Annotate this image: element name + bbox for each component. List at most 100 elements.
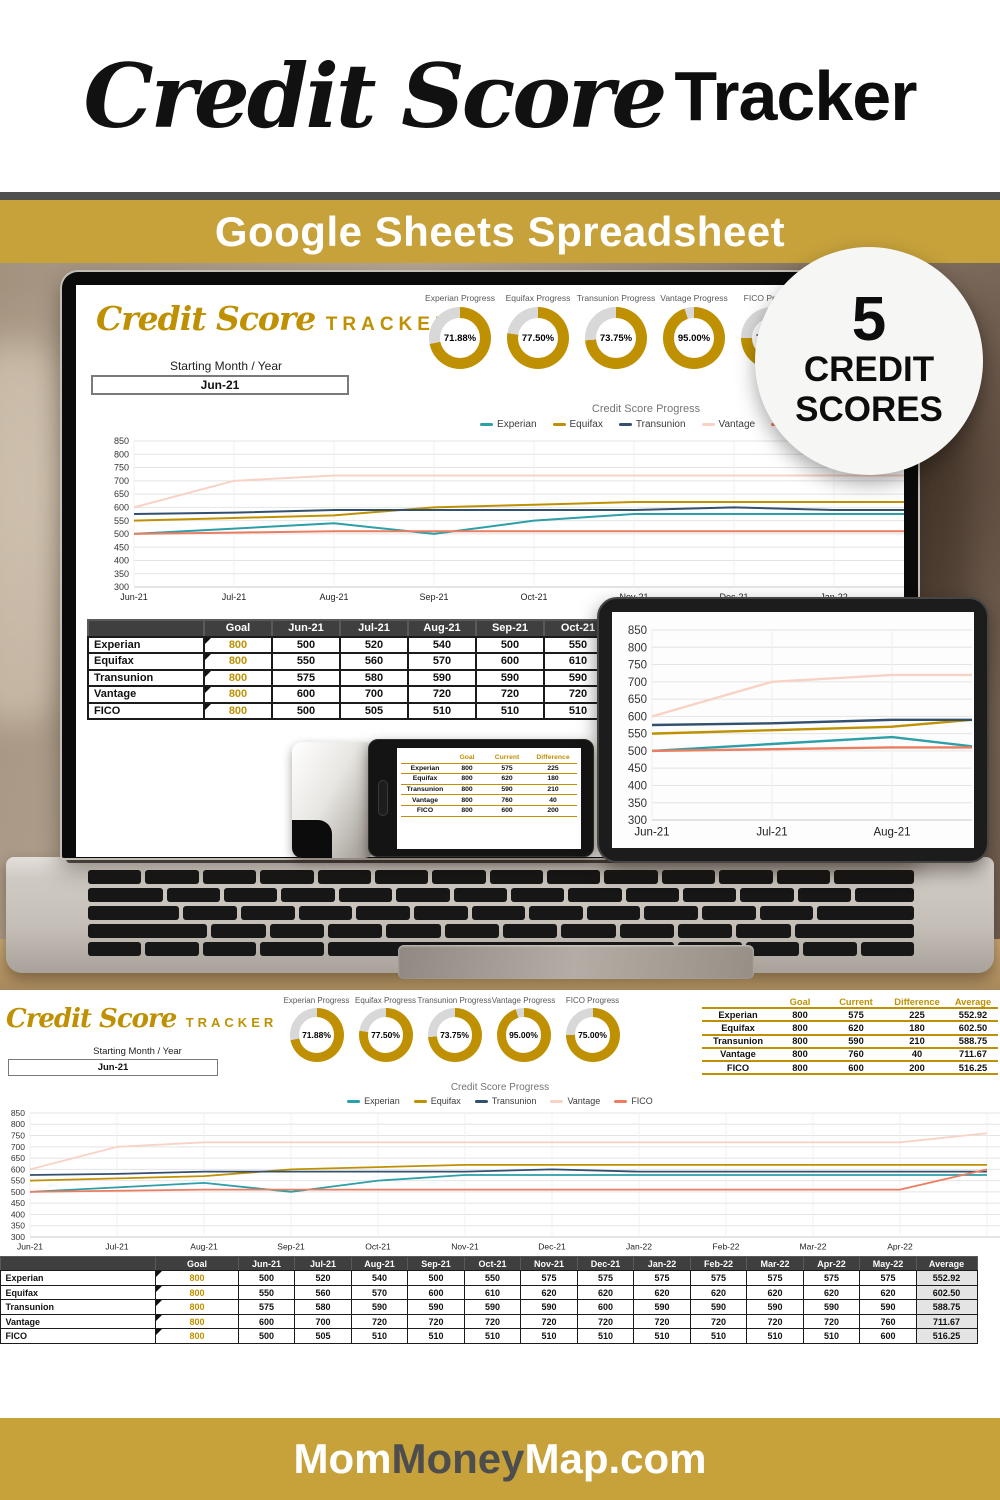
footer-text-map: Map.com <box>524 1435 707 1482</box>
summary-cell[interactable]: 760 <box>848 1049 864 1060</box>
score-cell[interactable]: 510 <box>802 1328 861 1344</box>
goal-cell[interactable]: 800 <box>155 1328 239 1344</box>
summary-cell[interactable]: 516.25 <box>958 1062 988 1073</box>
summary-cell[interactable]: 180 <box>909 1022 925 1033</box>
donut-value: 71.88% <box>439 317 481 359</box>
summary-cell[interactable]: 575 <box>848 1009 864 1020</box>
summary-row-label[interactable]: FICO <box>416 807 434 815</box>
phone: Goal Current Difference Experian 800 575 225 Eq… <box>368 739 594 857</box>
donut-value: 95.00% <box>505 1017 542 1053</box>
row-label-cell: FICO <box>0 1328 157 1344</box>
summary-cell[interactable]: 600 <box>848 1062 864 1073</box>
summary-row-label[interactable]: Transunion <box>406 786 444 794</box>
summary-row-label[interactable]: Transunion <box>712 1036 764 1047</box>
summary-cell[interactable]: 225 <box>909 1009 925 1020</box>
summary-cell[interactable]: 800 <box>792 1036 808 1047</box>
keyboard-key <box>759 906 814 920</box>
summary-cell[interactable]: 588.75 <box>958 1036 988 1047</box>
summary-cell[interactable]: 590 <box>848 1036 864 1047</box>
summary-cell[interactable]: 180 <box>547 775 559 783</box>
series-transunion <box>651 718 974 727</box>
summary-cell[interactable]: 800 <box>461 807 473 815</box>
score-cell[interactable]: 510 <box>463 1328 522 1344</box>
summary-cell[interactable]: 800 <box>461 775 473 783</box>
summary-cell[interactable]: 800 <box>792 1009 808 1020</box>
legend-item-transunion: Transunion <box>618 419 686 430</box>
score-cell[interactable]: 510 <box>520 1328 578 1344</box>
summary-row-label[interactable]: Vantage <box>411 796 439 804</box>
score-cell[interactable]: 510 <box>633 1328 691 1344</box>
summary-cell[interactable]: 620 <box>501 775 513 783</box>
donut-label: Experian Progress <box>425 293 495 303</box>
summary-cell[interactable]: 210 <box>547 786 559 794</box>
summary-row-label[interactable]: Experian <box>718 1009 758 1020</box>
score-cell[interactable]: 505 <box>294 1328 352 1344</box>
summary-cell[interactable]: 200 <box>547 807 559 815</box>
score-cell[interactable]: 720 <box>543 685 613 704</box>
summary-header-row: Goal Current Difference <box>401 753 577 764</box>
legend-label: FICO <box>631 1096 653 1106</box>
svg-text:Sep-21: Sep-21 <box>419 592 448 602</box>
score-cell[interactable]: 610 <box>543 652 613 671</box>
score-cell[interactable]: 540 <box>407 635 477 654</box>
score-cell[interactable]: 510 <box>475 701 545 720</box>
summary-cell[interactable]: 800 <box>461 764 473 772</box>
progress-donut: Equifax Progress 77.50% <box>351 996 420 1062</box>
summary-cell[interactable]: 40 <box>911 1049 923 1060</box>
summary-row-label[interactable]: Experian <box>410 764 440 772</box>
score-cell[interactable]: 510 <box>350 1328 409 1344</box>
phone-back-device <box>292 742 374 858</box>
score-cell[interactable]: 510 <box>689 1328 748 1344</box>
svg-text:750: 750 <box>114 463 129 473</box>
summary-cell[interactable]: 600 <box>501 807 513 815</box>
summary-cell[interactable]: 800 <box>792 1062 808 1073</box>
score-cell[interactable]: 500 <box>271 701 341 720</box>
score-cell[interactable]: 510 <box>576 1328 635 1344</box>
donut-ring: 71.88% <box>289 1008 344 1062</box>
summary-cell[interactable]: 711.67 <box>959 1049 987 1060</box>
summary-row-label[interactable]: Equifax <box>412 775 438 783</box>
starting-month-input[interactable]: Jun-21 <box>91 375 349 395</box>
summary-cell[interactable]: 552.92 <box>958 1009 988 1020</box>
progress-donuts: Experian Progress 71.88% Equifax Progress 7… <box>421 293 811 369</box>
svg-text:300: 300 <box>628 815 647 827</box>
legend-label: Equifax <box>569 419 603 430</box>
summary-row-label[interactable]: Equifax <box>721 1022 755 1033</box>
score-cell[interactable]: 600 <box>859 1328 917 1344</box>
starting-month-input[interactable]: Jun-21 <box>8 1059 218 1076</box>
summary-row-label[interactable]: FICO <box>726 1062 750 1073</box>
keyboard-key <box>298 906 353 920</box>
svg-text:650: 650 <box>11 1153 25 1163</box>
summary-row-label[interactable]: Vantage <box>720 1049 756 1060</box>
score-cell[interactable]: 505 <box>339 701 409 720</box>
svg-text:550: 550 <box>11 1176 25 1186</box>
keyboard-key <box>503 924 558 938</box>
summary-cell[interactable]: 40 <box>549 796 557 804</box>
summary-cell[interactable]: 210 <box>909 1036 925 1047</box>
summary-cell[interactable]: 800 <box>792 1022 808 1033</box>
goal-cell[interactable]: 800 <box>203 701 273 720</box>
summary-cell[interactable]: 620 <box>848 1022 864 1033</box>
summary-cell[interactable]: 225 <box>547 764 559 772</box>
summary-cell[interactable]: 200 <box>909 1062 925 1073</box>
summary-cell[interactable]: 590 <box>501 786 513 794</box>
summary-cell[interactable]: 800 <box>792 1049 808 1060</box>
score-cell[interactable]: 510 <box>746 1328 804 1344</box>
summary-cell[interactable]: 760 <box>501 796 513 804</box>
summary-cell[interactable]: 575 <box>501 764 513 772</box>
chart-legend: Experian Equifax Transunion Vantage FICO <box>250 1096 750 1106</box>
summary-cell[interactable]: 602.50 <box>958 1022 988 1033</box>
progress-donut: Vantage Progress 95.00% <box>489 996 558 1062</box>
keyboard-key <box>356 906 410 920</box>
score-cell[interactable]: 510 <box>407 701 477 720</box>
goal-cell[interactable]: 800 <box>203 668 273 687</box>
summary-row: Experian 800 575 225 <box>401 764 577 775</box>
score-cell[interactable]: 560 <box>339 652 409 671</box>
score-cell[interactable]: 500 <box>237 1328 296 1344</box>
summary-cell[interactable]: 800 <box>461 796 473 804</box>
svg-text:600: 600 <box>114 503 129 513</box>
progress-donuts: Experian Progress 71.88% Equifax Progress 7… <box>282 996 627 1062</box>
keyboard-key <box>88 888 163 902</box>
score-cell[interactable]: 510 <box>407 1328 465 1344</box>
summary-cell[interactable]: 800 <box>461 786 473 794</box>
